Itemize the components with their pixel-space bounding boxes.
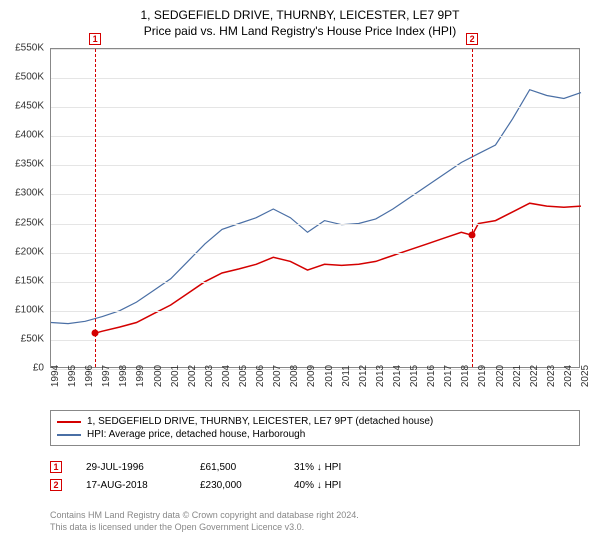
x-tick-label: 1996 — [84, 365, 95, 387]
plot-area: 12 — [50, 48, 580, 368]
event-price-2: £230,000 — [200, 480, 270, 491]
footer: Contains HM Land Registry data © Crown c… — [50, 510, 580, 533]
event-vline — [472, 49, 473, 367]
event-marker-box: 1 — [89, 33, 101, 45]
event-dot — [92, 330, 99, 337]
x-axis: 1994199519961997199819992000200120022003… — [50, 370, 580, 410]
legend-item-hpi: HPI: Average price, detached house, Harb… — [57, 428, 573, 441]
x-tick-label: 2003 — [204, 365, 215, 387]
event-pct-1: 31% ↓ HPI — [294, 462, 394, 473]
y-tick-label: £0 — [33, 363, 44, 374]
legend-swatch-property — [57, 421, 81, 423]
event-marker-box: 2 — [466, 33, 478, 45]
y-tick-label: £350K — [15, 159, 44, 170]
x-tick-label: 2014 — [392, 365, 403, 387]
event-marker-2: 2 — [50, 479, 62, 491]
x-tick-label: 2017 — [443, 365, 454, 387]
x-tick-label: 2015 — [409, 365, 420, 387]
x-tick-label: 1995 — [67, 365, 78, 387]
x-tick-label: 2001 — [170, 365, 181, 387]
event-marker-1: 1 — [50, 461, 62, 473]
x-tick-label: 2019 — [477, 365, 488, 387]
x-tick-label: 2010 — [324, 365, 335, 387]
x-tick-label: 2023 — [546, 365, 557, 387]
x-tick-label: 2004 — [221, 365, 232, 387]
legend-label-property: 1, SEDGEFIELD DRIVE, THURNBY, LEICESTER,… — [87, 416, 433, 427]
x-tick-label: 2021 — [512, 365, 523, 387]
chart-title: 1, SEDGEFIELD DRIVE, THURNBY, LEICESTER,… — [0, 0, 600, 22]
y-tick-label: £500K — [15, 72, 44, 83]
y-tick-label: £100K — [15, 304, 44, 315]
x-tick-label: 2011 — [341, 365, 352, 387]
x-tick-label: 1994 — [50, 365, 61, 387]
x-tick-label: 2022 — [529, 365, 540, 387]
footer-line-2: This data is licensed under the Open Gov… — [50, 522, 580, 534]
event-price-1: £61,500 — [200, 462, 270, 473]
x-tick-label: 2009 — [306, 365, 317, 387]
y-tick-label: £50K — [21, 333, 44, 344]
x-tick-label: 2007 — [272, 365, 283, 387]
events-table: 1 29-JUL-1996 £61,500 31% ↓ HPI 2 17-AUG… — [50, 458, 580, 494]
x-tick-label: 2013 — [375, 365, 386, 387]
x-tick-label: 2000 — [153, 365, 164, 387]
line-series-svg — [51, 49, 579, 367]
x-tick-label: 1998 — [118, 365, 129, 387]
y-axis: £0£50K£100K£150K£200K£250K£300K£350K£400… — [0, 48, 48, 368]
event-row-1: 1 29-JUL-1996 £61,500 31% ↓ HPI — [50, 458, 580, 476]
x-tick-label: 1997 — [101, 365, 112, 387]
event-pct-2: 40% ↓ HPI — [294, 480, 394, 491]
y-tick-label: £550K — [15, 43, 44, 54]
y-tick-label: £150K — [15, 275, 44, 286]
legend-item-property: 1, SEDGEFIELD DRIVE, THURNBY, LEICESTER,… — [57, 415, 573, 428]
x-tick-label: 2020 — [495, 365, 506, 387]
y-tick-label: £400K — [15, 130, 44, 141]
x-tick-label: 2025 — [580, 365, 591, 387]
x-tick-label: 2016 — [426, 365, 437, 387]
legend-label-hpi: HPI: Average price, detached house, Harb… — [87, 429, 305, 440]
chart-container: { "title": "1, SEDGEFIELD DRIVE, THURNBY… — [0, 0, 600, 560]
legend: 1, SEDGEFIELD DRIVE, THURNBY, LEICESTER,… — [50, 410, 580, 446]
y-tick-label: £250K — [15, 217, 44, 228]
x-tick-label: 1999 — [135, 365, 146, 387]
event-row-2: 2 17-AUG-2018 £230,000 40% ↓ HPI — [50, 476, 580, 494]
x-tick-label: 2005 — [238, 365, 249, 387]
footer-line-1: Contains HM Land Registry data © Crown c… — [50, 510, 580, 522]
event-dot — [469, 232, 476, 239]
x-tick-label: 2002 — [187, 365, 198, 387]
y-tick-label: £450K — [15, 101, 44, 112]
event-vline — [95, 49, 96, 367]
event-date-2: 17-AUG-2018 — [86, 480, 176, 491]
x-tick-label: 2006 — [255, 365, 266, 387]
y-tick-label: £300K — [15, 188, 44, 199]
y-tick-label: £200K — [15, 246, 44, 257]
event-date-1: 29-JUL-1996 — [86, 462, 176, 473]
x-tick-label: 2012 — [358, 365, 369, 387]
series-line-hpi — [51, 90, 581, 324]
x-tick-label: 2024 — [563, 365, 574, 387]
legend-swatch-hpi — [57, 434, 81, 436]
x-tick-label: 2018 — [460, 365, 471, 387]
x-tick-label: 2008 — [289, 365, 300, 387]
